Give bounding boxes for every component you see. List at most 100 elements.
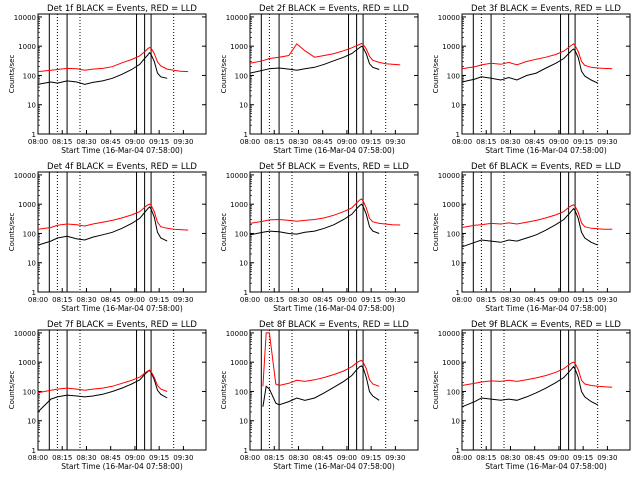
x-tick-label: 08:00 — [452, 454, 472, 462]
x-axis-label: Start Time (16-Mar-04 07:58:00) — [485, 304, 607, 313]
y-tick-label: 100 — [235, 388, 248, 396]
x-tick-label: 09:30 — [385, 454, 405, 462]
series-line-lld — [37, 369, 168, 394]
chart-title: Det 4f BLACK = Events, RED = LLD — [47, 162, 197, 172]
series-line-events — [37, 206, 168, 246]
x-tick-label: 08:45 — [313, 138, 333, 146]
chart-title: Det 8f BLACK = Events, RED = LLD — [259, 320, 409, 330]
y-tick-label: 1000 — [230, 359, 248, 367]
y-tick-label: 10 — [27, 102, 36, 110]
x-tick-label: 09:30 — [597, 454, 617, 462]
x-tick-label: 09:15 — [361, 296, 381, 304]
x-tick-label: 08:00 — [28, 138, 48, 146]
plot-frame — [249, 171, 419, 293]
y-axis-label: Counts/sec — [8, 371, 16, 410]
y-tick-label: 1000 — [18, 359, 36, 367]
series-line-events — [461, 48, 598, 84]
series-line-events — [249, 45, 380, 74]
series-line-lld — [249, 198, 401, 226]
series-line-lld — [461, 361, 613, 388]
x-tick-label: 08:30 — [288, 296, 308, 304]
x-tick-label: 09:00 — [337, 296, 357, 304]
y-tick-label: 1 — [32, 289, 36, 297]
x-tick-label: 09:00 — [337, 138, 357, 146]
x-tick-label: 09:00 — [549, 454, 569, 462]
x-tick-label: 08:00 — [28, 454, 48, 462]
x-tick-label: 08:15 — [476, 296, 496, 304]
x-tick-label: 08:30 — [288, 138, 308, 146]
x-tick-label: 08:45 — [101, 454, 121, 462]
y-tick-label: 1000 — [230, 201, 248, 209]
y-tick-label: 1 — [32, 131, 36, 139]
x-tick-label: 08:15 — [264, 454, 284, 462]
y-tick-label: 10000 — [438, 330, 460, 338]
x-tick-label: 09:15 — [573, 454, 593, 462]
x-axis-label: Start Time (16-Mar-04 07:58:00) — [61, 304, 183, 313]
plot-frame — [249, 329, 419, 451]
y-tick-label: 10000 — [14, 172, 36, 180]
series-line-events — [249, 203, 380, 236]
series-line-lld — [249, 42, 401, 66]
y-tick-label: 1 — [244, 131, 248, 139]
y-tick-label: 10 — [239, 418, 248, 426]
x-axis-label: Start Time (16-Mar-04 07:58:00) — [273, 304, 395, 313]
x-tick-label: 09:00 — [125, 454, 145, 462]
x-tick-label: 08:00 — [240, 454, 260, 462]
plot-frame — [37, 13, 207, 135]
y-tick-label: 10000 — [226, 172, 248, 180]
plot-frame — [249, 13, 419, 135]
y-tick-label: 100 — [23, 230, 36, 238]
y-tick-label: 10000 — [14, 330, 36, 338]
y-tick-label: 10 — [27, 260, 36, 268]
series-line-events — [461, 365, 598, 408]
series-line-lld — [262, 332, 380, 387]
x-tick-label: 08:15 — [52, 296, 72, 304]
y-tick-label: 100 — [447, 388, 460, 396]
x-tick-label: 08:30 — [76, 296, 96, 304]
y-axis-label: Counts/sec — [220, 213, 228, 252]
chart-panel: Det 3f BLACK = Events, RED = LLD 1 10 100 10… — [432, 4, 631, 155]
y-tick-label: 10 — [239, 260, 248, 268]
y-tick-label: 10 — [27, 418, 36, 426]
x-tick-label: 09:00 — [337, 454, 357, 462]
x-tick-label: 08:15 — [264, 296, 284, 304]
x-tick-label: 08:00 — [452, 138, 472, 146]
y-tick-label: 10 — [239, 102, 248, 110]
chart-title: Det 2f BLACK = Events, RED = LLD — [259, 4, 409, 14]
x-tick-label: 09:00 — [549, 296, 569, 304]
chart-panel: Det 8f BLACK = Events, RED = LLD 1 10 100 10… — [220, 320, 419, 471]
plot-frame — [461, 329, 631, 451]
chart-title: Det 9f BLACK = Events, RED = LLD — [471, 320, 621, 330]
series-line-events — [37, 51, 168, 85]
x-tick-label: 09:15 — [149, 296, 169, 304]
x-tick-label: 08:15 — [52, 454, 72, 462]
x-tick-label: 08:30 — [76, 454, 96, 462]
chart-panel: Det 1f BLACK = Events, RED = LLD 1 10 100 10… — [8, 4, 207, 155]
y-tick-label: 100 — [23, 72, 36, 80]
x-tick-label: 08:30 — [500, 138, 520, 146]
x-tick-label: 09:30 — [173, 296, 193, 304]
series-line-events — [461, 207, 598, 248]
x-tick-label: 08:00 — [28, 296, 48, 304]
x-tick-label: 08:45 — [525, 138, 545, 146]
y-tick-label: 10 — [451, 260, 460, 268]
plot-frame — [37, 329, 207, 451]
series-line-lld — [461, 204, 613, 230]
x-tick-label: 09:15 — [573, 138, 593, 146]
x-tick-label: 08:15 — [476, 138, 496, 146]
x-tick-label: 08:15 — [476, 454, 496, 462]
x-tick-label: 08:00 — [452, 296, 472, 304]
x-tick-label: 09:15 — [149, 454, 169, 462]
x-axis-label: Start Time (16-Mar-04 07:58:00) — [485, 462, 607, 471]
x-tick-label: 09:30 — [173, 454, 193, 462]
chart-panel: Det 2f BLACK = Events, RED = LLD 1 10 100 10… — [220, 4, 419, 155]
y-tick-label: 10000 — [226, 14, 248, 22]
chart-title: Det 7f BLACK = Events, RED = LLD — [47, 320, 197, 330]
y-tick-label: 10 — [451, 418, 460, 426]
chart-panel: Det 7f BLACK = Events, RED = LLD 1 10 100 10… — [8, 320, 207, 471]
y-axis-label: Counts/sec — [432, 213, 440, 252]
x-tick-label: 09:30 — [173, 138, 193, 146]
x-tick-label: 09:30 — [385, 138, 405, 146]
x-tick-label: 09:30 — [597, 138, 617, 146]
